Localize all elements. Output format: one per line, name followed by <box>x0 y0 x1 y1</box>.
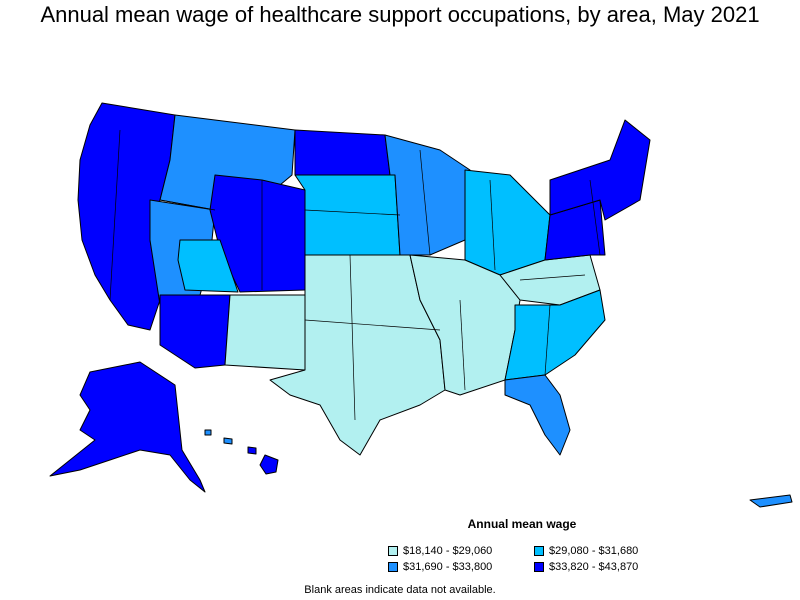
legend-item-2: $29,080 - $31,680 <box>534 545 638 557</box>
region-south-dakota-nebraska <box>294 174 401 256</box>
footnote: Blank areas indicate data not available. <box>0 584 800 596</box>
region-arizona <box>159 294 231 369</box>
legend-swatch-1 <box>388 546 398 556</box>
region-hawaii-oahu <box>223 437 233 445</box>
legend-swatch-4 <box>534 562 544 572</box>
legend-title: Annual mean wage <box>467 517 577 531</box>
legend-label-4: $33,820 - $43,870 <box>549 561 639 573</box>
region-central-rockies <box>209 174 306 293</box>
region-northeast <box>549 119 651 221</box>
region-north-dakota <box>294 129 391 176</box>
legend-label-1: $18,140 - $29,060 <box>403 545 493 557</box>
legend-label-3: $31,690 - $33,800 <box>403 561 493 573</box>
region-hawaii-kauai <box>204 429 212 436</box>
legend-item-3: $31,690 - $33,800 <box>388 561 492 573</box>
region-alaska <box>49 361 206 493</box>
region-hawaii-big-island <box>259 454 279 475</box>
legend-swatch-2 <box>534 546 544 556</box>
region-florida <box>504 374 571 456</box>
map-title: Annual mean wage of healthcare support o… <box>40 2 760 27</box>
footnote-text: Blank areas indicate data not available. <box>304 584 496 596</box>
legend-swatch-3 <box>388 562 398 572</box>
area-boundaries <box>109 129 601 421</box>
region-puerto-rico <box>749 494 793 508</box>
region-utah <box>177 239 239 293</box>
region-hawaii-maui <box>247 446 257 455</box>
region-new-mexico <box>224 294 306 371</box>
region-southeast <box>504 289 606 381</box>
region-great-lakes <box>464 169 551 276</box>
legend-label-2: $29,080 - $31,680 <box>549 545 639 557</box>
legend-item-1: $18,140 - $29,060 <box>388 545 492 557</box>
legend-item-4: $33,820 - $43,870 <box>534 561 638 573</box>
